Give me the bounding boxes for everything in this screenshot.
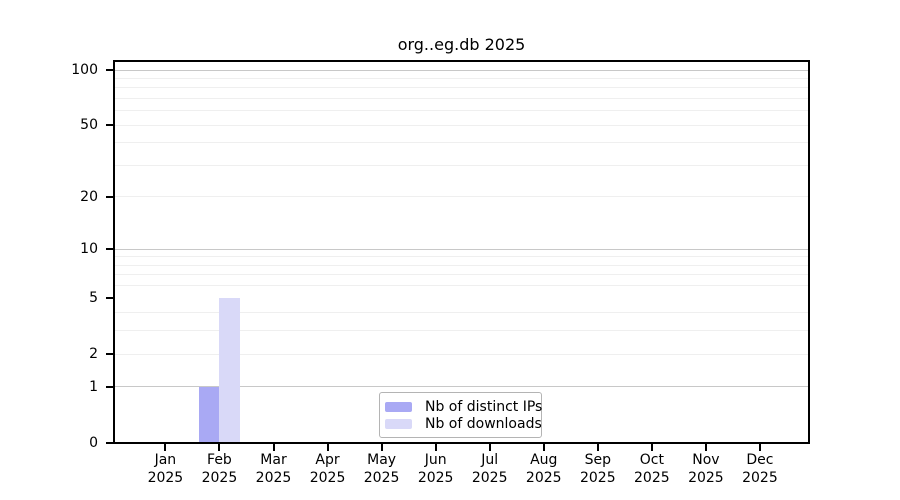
year-label: 2025 bbox=[471, 470, 508, 486]
downloads-label: Nb of downloads bbox=[425, 416, 542, 432]
month-label: Apr bbox=[315, 452, 340, 468]
plot-frame bbox=[113, 60, 810, 444]
y-tick-label: 2 bbox=[89, 346, 98, 363]
year-label: 2025 bbox=[147, 470, 184, 486]
plot-area bbox=[113, 60, 810, 444]
year-label: 2025 bbox=[255, 470, 292, 486]
x-tick-label: Oct 2025 bbox=[620, 451, 684, 487]
y-tick-label: 1 bbox=[89, 378, 98, 395]
x-tick-label: Jan 2025 bbox=[133, 451, 197, 487]
year-label: 2025 bbox=[417, 470, 454, 486]
x-tick-mark bbox=[326, 444, 329, 451]
year-label: 2025 bbox=[201, 470, 238, 486]
legend-item-distinct-ips: Nb of distinct IPs bbox=[385, 399, 542, 415]
month-label: Jan bbox=[154, 452, 177, 468]
y-tick-mark bbox=[106, 248, 113, 251]
year-label: 2025 bbox=[309, 470, 346, 486]
x-tick-label: Feb 2025 bbox=[187, 451, 251, 487]
major-gridline bbox=[113, 386, 810, 388]
y-tick-mark bbox=[106, 124, 113, 127]
minor-gridline bbox=[113, 124, 810, 126]
month-label: Aug bbox=[530, 452, 558, 468]
month-label: Jun bbox=[424, 452, 447, 468]
minor-gridline bbox=[113, 142, 810, 144]
year-label: 2025 bbox=[688, 470, 724, 486]
y-tick-mark bbox=[106, 353, 113, 356]
chart-title: org..eg.db 2025 bbox=[397, 35, 526, 54]
major-gridline bbox=[113, 248, 810, 250]
y-tick-label: 0 bbox=[89, 435, 98, 451]
y-tick-mark bbox=[106, 442, 113, 444]
y-tick-label: 5 bbox=[89, 290, 98, 307]
minor-gridline bbox=[113, 330, 810, 332]
x-tick-label: Nov 2025 bbox=[674, 451, 738, 487]
y-tick-label: 10 bbox=[80, 241, 98, 258]
minor-gridline bbox=[113, 110, 810, 112]
minor-gridline bbox=[113, 264, 810, 266]
x-tick-mark bbox=[596, 444, 599, 451]
downloads-swatch bbox=[385, 419, 412, 429]
distinct-ips-label: Nb of distinct IPs bbox=[425, 399, 543, 415]
year-label: 2025 bbox=[579, 470, 616, 486]
year-label: 2025 bbox=[742, 470, 778, 486]
x-tick-label: Aug 2025 bbox=[512, 451, 576, 487]
month-label: Feb bbox=[207, 452, 232, 468]
month-label: Nov bbox=[692, 452, 720, 468]
legend-item-downloads: Nb of downloads bbox=[385, 416, 542, 432]
legend: Nb of distinct IPs Nb of downloads bbox=[379, 392, 542, 438]
bar-distinct-ips bbox=[198, 386, 220, 443]
x-tick-mark bbox=[272, 444, 275, 451]
month-label: Oct bbox=[639, 452, 664, 468]
month-label: Jul bbox=[481, 452, 499, 468]
y-tick-mark bbox=[106, 69, 113, 71]
year-label: 2025 bbox=[525, 470, 562, 486]
y-tick-mark bbox=[106, 195, 113, 198]
y-tick-mark bbox=[106, 297, 113, 300]
x-tick-mark bbox=[434, 444, 437, 451]
minor-gridline bbox=[113, 312, 810, 314]
x-tick-label: Mar 2025 bbox=[242, 451, 306, 487]
month-label: May bbox=[367, 452, 397, 468]
x-tick-label: Dec 2025 bbox=[728, 451, 792, 487]
x-tick-mark bbox=[758, 444, 761, 451]
x-tick-label: Apr 2025 bbox=[296, 451, 360, 487]
minor-gridline bbox=[113, 164, 810, 166]
x-tick-label: Jun 2025 bbox=[404, 451, 468, 487]
x-tick-mark bbox=[488, 444, 491, 451]
x-tick-mark bbox=[218, 444, 221, 451]
minor-gridline bbox=[113, 285, 810, 287]
x-tick-mark bbox=[164, 444, 167, 451]
month-label: Mar bbox=[260, 452, 287, 468]
minor-gridline bbox=[113, 97, 810, 99]
x-tick-label: May 2025 bbox=[350, 451, 414, 487]
distinct-ips-swatch bbox=[385, 402, 412, 412]
x-tick-mark bbox=[704, 444, 707, 451]
minor-gridline bbox=[113, 77, 810, 79]
minor-gridline bbox=[113, 353, 810, 355]
x-tick-mark bbox=[380, 444, 383, 451]
minor-gridline bbox=[113, 196, 810, 198]
major-gridline bbox=[113, 69, 810, 71]
x-tick-label: Jul 2025 bbox=[458, 451, 522, 487]
x-tick-label: Sep 2025 bbox=[566, 451, 630, 487]
y-tick-label: 50 bbox=[80, 117, 98, 134]
y-tick-label: 100 bbox=[71, 62, 98, 78]
month-label: Dec bbox=[746, 452, 774, 468]
bar-downloads bbox=[219, 298, 240, 443]
month-label: Sep bbox=[584, 452, 611, 468]
y-tick-mark bbox=[106, 385, 113, 388]
x-tick-mark bbox=[650, 444, 653, 451]
minor-gridline bbox=[113, 256, 810, 258]
x-tick-mark bbox=[542, 444, 545, 451]
minor-gridline bbox=[113, 274, 810, 276]
year-label: 2025 bbox=[634, 470, 670, 486]
year-label: 2025 bbox=[363, 470, 400, 486]
minor-gridline bbox=[113, 87, 810, 89]
y-tick-label: 20 bbox=[80, 188, 98, 205]
